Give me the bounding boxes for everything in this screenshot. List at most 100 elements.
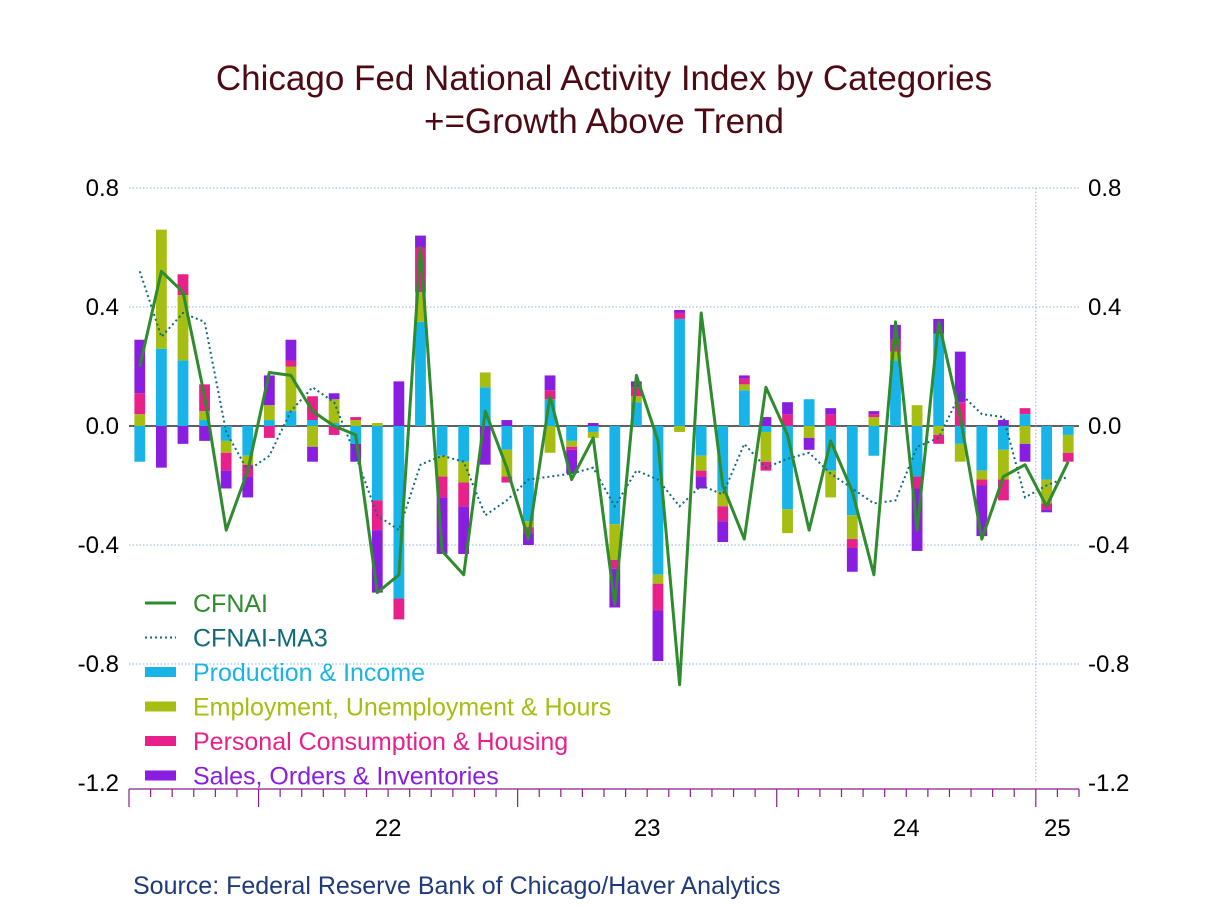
- bar-segment: [1041, 509, 1053, 513]
- bar-segment: [782, 414, 793, 426]
- chart-subtitle: +=Growth Above Trend: [424, 102, 784, 141]
- bar-segment: [652, 574, 664, 584]
- bar-segment: [242, 476, 254, 498]
- bar-segment: [307, 420, 318, 426]
- bar-segment: [976, 470, 988, 480]
- x-tick-label: 22: [375, 815, 402, 842]
- bar-segment: [501, 449, 513, 477]
- bar-segment: [587, 423, 599, 426]
- bar-segment: [933, 426, 945, 435]
- bar-segment: [155, 229, 167, 349]
- bar-segment: [307, 396, 318, 421]
- bar-segment: [652, 426, 664, 575]
- bar-segment: [436, 455, 448, 477]
- bar-segment: [846, 539, 858, 548]
- bar-segment: [220, 470, 232, 489]
- bar-segment: [760, 417, 772, 426]
- bar-segment: [846, 515, 858, 540]
- bar-segment: [760, 426, 772, 432]
- bar-segment: [523, 426, 534, 522]
- bar-segment: [134, 426, 146, 462]
- bar-segment: [609, 559, 621, 569]
- bar-segment: [976, 479, 988, 486]
- bar-segment: [803, 426, 815, 438]
- bar-segment: [1041, 479, 1053, 504]
- bar-segment: [371, 426, 383, 501]
- cfnai-ma3-line: [138, 270, 1069, 532]
- bar-segment: [760, 431, 772, 462]
- bar-segment: [609, 426, 621, 525]
- bar-segment: [199, 411, 210, 421]
- bar-segment: [263, 426, 275, 438]
- x-tick-label: 23: [634, 815, 661, 842]
- bar-segment: [976, 485, 988, 537]
- bar-segment: [695, 426, 707, 456]
- bar-segment: [285, 339, 297, 361]
- bar-segment: [479, 426, 491, 465]
- bar-segment: [544, 426, 556, 453]
- bar-segment: [177, 274, 189, 296]
- y-tick-label: -0.8: [1088, 651, 1129, 678]
- bar-segment: [868, 417, 880, 426]
- bar-segment: [566, 426, 578, 441]
- bar-segment: [717, 521, 729, 543]
- bar-segment: [738, 378, 750, 385]
- bar-segment: [263, 405, 275, 421]
- bar-segment: [674, 426, 685, 432]
- bar-segment: [544, 399, 556, 426]
- bar-segment: [328, 393, 340, 400]
- bar-segment: [587, 431, 599, 438]
- y-tick-label: 0.4: [86, 294, 119, 321]
- y-tick-label: 0.0: [1088, 413, 1121, 440]
- bar-segment: [436, 476, 448, 498]
- legend-swatch: [145, 667, 176, 677]
- bar-segment: [199, 420, 210, 426]
- bar-segment: [868, 426, 880, 456]
- bar-segment: [307, 446, 318, 462]
- legend: CFNAI CFNAI-MA3 Production & Income Employm…: [145, 590, 611, 791]
- y-tick-label: 0.8: [1088, 175, 1121, 202]
- bar-segment: [177, 295, 189, 361]
- bar-segment: [177, 360, 189, 426]
- bar-segment: [371, 423, 383, 426]
- legend-label: Employment, Unemployment & Hours: [193, 694, 611, 722]
- x-tick-label: 24: [893, 815, 920, 842]
- bar-segment: [868, 414, 880, 418]
- bar-segment: [134, 414, 146, 426]
- bar-segment: [501, 426, 513, 450]
- bar-segment: [458, 426, 470, 462]
- bar-segment: [458, 461, 470, 483]
- bar-segment: [954, 443, 966, 462]
- bar-segment: [868, 411, 880, 415]
- bar-segment: [523, 521, 534, 528]
- bar-segment: [134, 339, 146, 394]
- chart-title: Chicago Fed National Activity Index by C…: [216, 59, 992, 98]
- bar-segment: [220, 426, 232, 441]
- bar-segment: [825, 470, 837, 498]
- y-tick-label: 0.8: [86, 175, 119, 202]
- bar-segment: [587, 426, 599, 432]
- legend-label: Sales, Orders & Inventories: [193, 763, 499, 791]
- bar-segment: [415, 321, 426, 426]
- bar-segment: [825, 408, 837, 415]
- bar-segment: [998, 479, 1009, 501]
- legend-label: CFNAI: [193, 590, 268, 618]
- bar-segment: [933, 333, 945, 426]
- bar-segment: [890, 360, 901, 426]
- bar-segment: [717, 491, 729, 507]
- bar-segment: [1019, 408, 1031, 415]
- bar-segment: [609, 524, 621, 560]
- source-note: Source: Federal Reserve Bank of Chicago/…: [133, 872, 781, 900]
- bar-segment: [436, 497, 448, 554]
- bar-segment: [501, 420, 513, 426]
- bar-segment: [846, 426, 858, 516]
- bar-segment: [717, 506, 729, 522]
- bar-segment: [998, 426, 1009, 450]
- bar-segment: [350, 443, 362, 462]
- y-tick-label: 0.0: [86, 413, 119, 440]
- bar-segment: [155, 426, 167, 468]
- x-tick-label: 25: [1044, 815, 1071, 842]
- bar-segment: [630, 396, 642, 403]
- bar-segment: [825, 414, 837, 426]
